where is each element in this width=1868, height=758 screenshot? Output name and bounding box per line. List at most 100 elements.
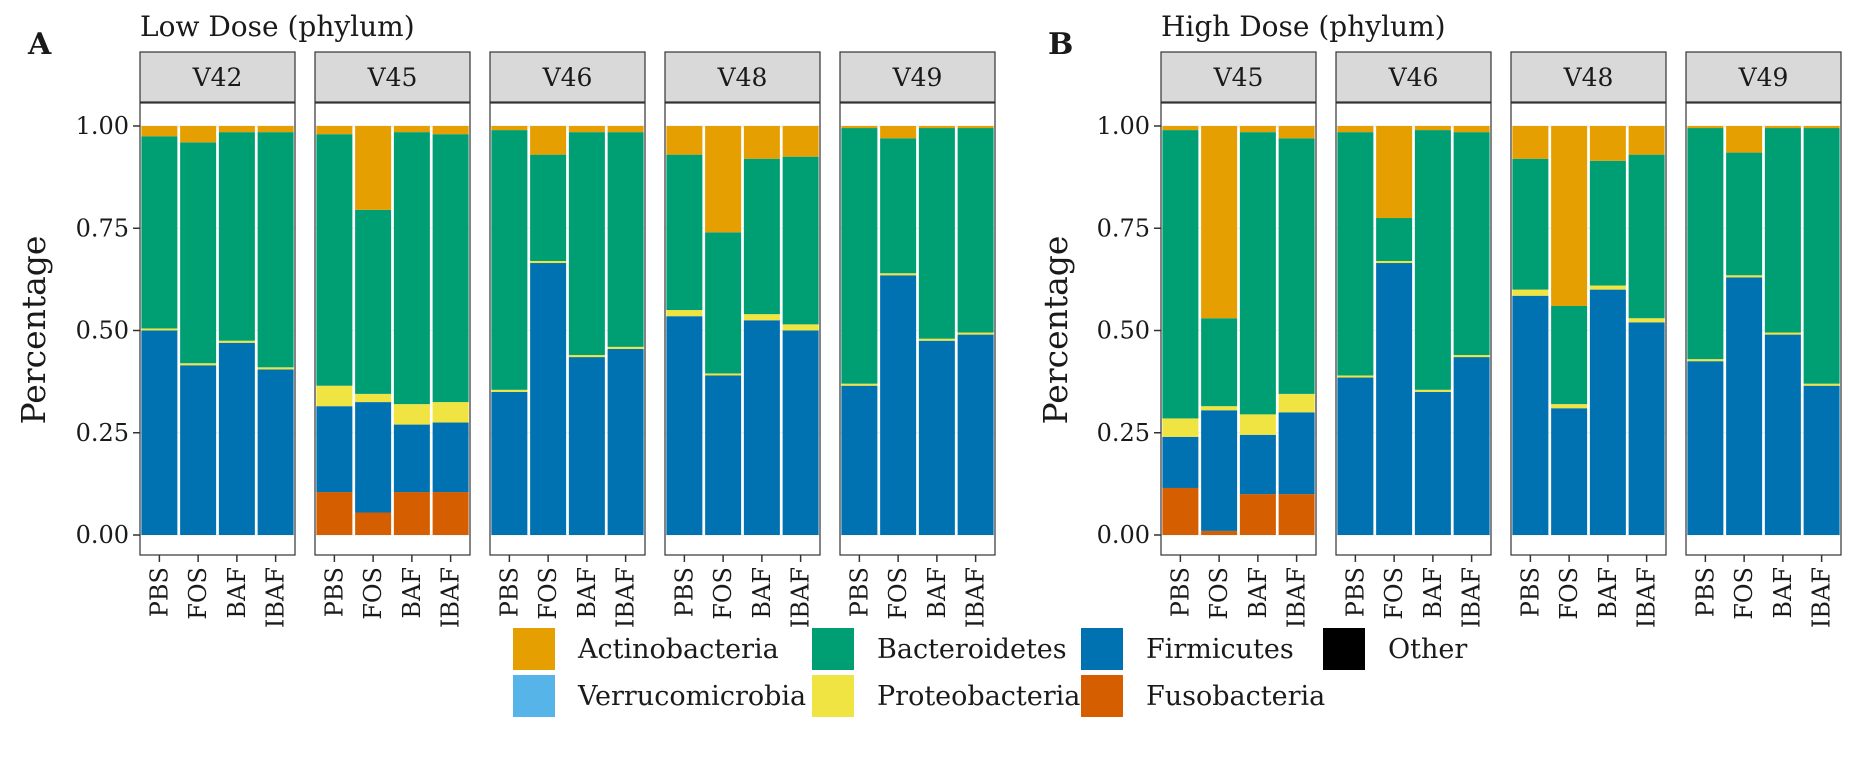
bar-segment-bacteroidetes (1687, 128, 1724, 360)
bar-segment-proteobacteria (1414, 389, 1451, 392)
bar-segment-fusobacteria (1278, 494, 1315, 535)
x-tick-label: PBS (320, 567, 348, 617)
bar-segment-proteobacteria (607, 346, 644, 349)
legend-item-actinobacteria: Actinobacteria (513, 628, 779, 670)
legend-item-firmicutes: Firmicutes (1081, 628, 1294, 670)
facet-strip (489, 51, 646, 103)
bar-segment-proteobacteria (1687, 359, 1724, 362)
bar-segment-actinobacteria (666, 126, 703, 155)
bar-segment-actinobacteria (1376, 126, 1413, 219)
panel-a-title: Low Dose (phylum) (140, 10, 415, 43)
bar-segment-proteobacteria (393, 404, 430, 425)
bar-segment-firmicutes (180, 365, 217, 535)
y-tick-label: 0.75 (76, 214, 129, 242)
legend-item-proteobacteria: Proteobacteria (812, 675, 1080, 717)
bar-segment-actinobacteria (1551, 126, 1588, 306)
bar-segment-bacteroidetes (1589, 160, 1626, 286)
bar-segment-bacteroidetes (1162, 130, 1199, 419)
bar-segment-proteobacteria (1453, 355, 1490, 358)
bar-segment-bacteroidetes (918, 128, 955, 339)
x-tick-label: IBAF (437, 567, 465, 628)
bar-segment-firmicutes (1201, 410, 1238, 531)
bar-segment-bacteroidetes (880, 138, 917, 274)
bar-segment-actinobacteria (1278, 126, 1315, 139)
bar-segment-firmicutes (1803, 385, 1840, 535)
bar-segment-bacteroidetes (218, 132, 255, 341)
legend-swatch (513, 628, 555, 670)
bar-segment-proteobacteria (1278, 393, 1315, 413)
bar-segment-firmicutes (1687, 361, 1724, 535)
legend-swatch (812, 675, 854, 717)
y-tick-label: 0.25 (1097, 419, 1150, 447)
facet-panel-border (1160, 102, 1317, 556)
x-tick-label: FOS (709, 567, 737, 620)
facet-strip (1510, 51, 1667, 103)
bar-segment-proteobacteria (1239, 414, 1276, 435)
bar-segment-bacteroidetes (666, 154, 703, 311)
x-tick-label: BAF (398, 567, 426, 619)
facet-strip-label: V45 (367, 63, 418, 92)
bar-segment-bacteroidetes (491, 130, 528, 390)
bar-segment-proteobacteria (782, 324, 819, 331)
y-tick-label: 0.75 (1097, 214, 1150, 242)
bar-segment-bacteroidetes (1414, 130, 1451, 390)
legend-label: Firmicutes (1146, 634, 1294, 665)
y-tick-label: 0.25 (76, 419, 129, 447)
facet-panel-border (489, 102, 646, 556)
bar-segment-firmicutes (1453, 357, 1490, 535)
facet-panels: 0.00 0.25 0.50 0.75 1.00 V42 PBS FOS BAF IBAF V45 P… (76, 51, 1842, 628)
x-tick-label: FOS (359, 567, 387, 620)
facet-strip-label: V42 (192, 63, 243, 92)
bar-segment-bacteroidetes (316, 134, 353, 386)
bar-segment-firmicutes (257, 369, 294, 535)
bar-segment-fusobacteria (432, 492, 469, 535)
x-tick-label: PBS (1166, 567, 1194, 617)
x-tick-label: BAF (1419, 567, 1447, 619)
bar-segment-actinobacteria (841, 126, 878, 129)
chart-b: 0.00 0.25 0.50 0.75 1.00 V45 PBS FOS BAF IBAF V46 P… (1097, 51, 1842, 628)
bar-segment-firmicutes (316, 406, 353, 493)
legend-label: Verrucomicrobia (577, 681, 806, 712)
bar-segment-actinobacteria (1726, 126, 1763, 153)
x-tick-label: FOS (534, 567, 562, 620)
x-tick-label: PBS (495, 567, 523, 617)
bar-segment-firmicutes (1726, 277, 1763, 535)
facet-strip (664, 51, 821, 103)
bar-segment-firmicutes (607, 348, 644, 535)
bar-segment-firmicutes (1512, 295, 1549, 535)
bar-segment-firmicutes (568, 357, 605, 535)
bar-segment-bacteroidetes (1201, 318, 1238, 407)
facet-v42: V42 PBS FOS BAF IBAF (139, 51, 296, 628)
bar-segment-proteobacteria (1376, 260, 1413, 264)
x-tick-label: PBS (1516, 567, 1544, 617)
x-tick-label: PBS (670, 567, 698, 617)
bar-segment-proteobacteria (705, 373, 742, 376)
bar-segment-proteobacteria (568, 355, 605, 358)
bar-segment-proteobacteria (257, 367, 294, 370)
panel-b-letter: B (1048, 27, 1073, 62)
panel-b-y-axis-label: Percentage (1036, 236, 1075, 425)
bar-segment-actinobacteria (1687, 126, 1724, 129)
bar-segment-bacteroidetes (568, 132, 605, 356)
bar-segment-firmicutes (1239, 434, 1276, 495)
bar-segment-proteobacteria (218, 340, 255, 343)
bar-segment-firmicutes (1628, 322, 1665, 535)
bar-segment-actinobacteria (607, 126, 644, 133)
bar-segment-proteobacteria (141, 328, 178, 331)
x-tick-label: FOS (1555, 567, 1583, 620)
bar-segment-actinobacteria (705, 126, 742, 233)
bar-segment-proteobacteria (180, 363, 217, 366)
x-tick-label: BAF (1769, 567, 1797, 619)
x-tick-label: PBS (1341, 567, 1369, 617)
bar-segment-bacteroidetes (257, 132, 294, 368)
bar-segment-actinobacteria (1764, 126, 1801, 129)
bar-segment-actinobacteria (530, 126, 567, 155)
bar-segment-firmicutes (393, 424, 430, 493)
bar-segment-bacteroidetes (1551, 305, 1588, 405)
legend-label: Other (1388, 634, 1467, 665)
bar-segment-actinobacteria (1201, 126, 1238, 319)
bar-segment-actinobacteria (957, 126, 994, 129)
x-tick-label: PBS (145, 567, 173, 617)
facet-strip-label: V46 (1388, 63, 1439, 92)
bar-segment-firmicutes (705, 375, 742, 535)
